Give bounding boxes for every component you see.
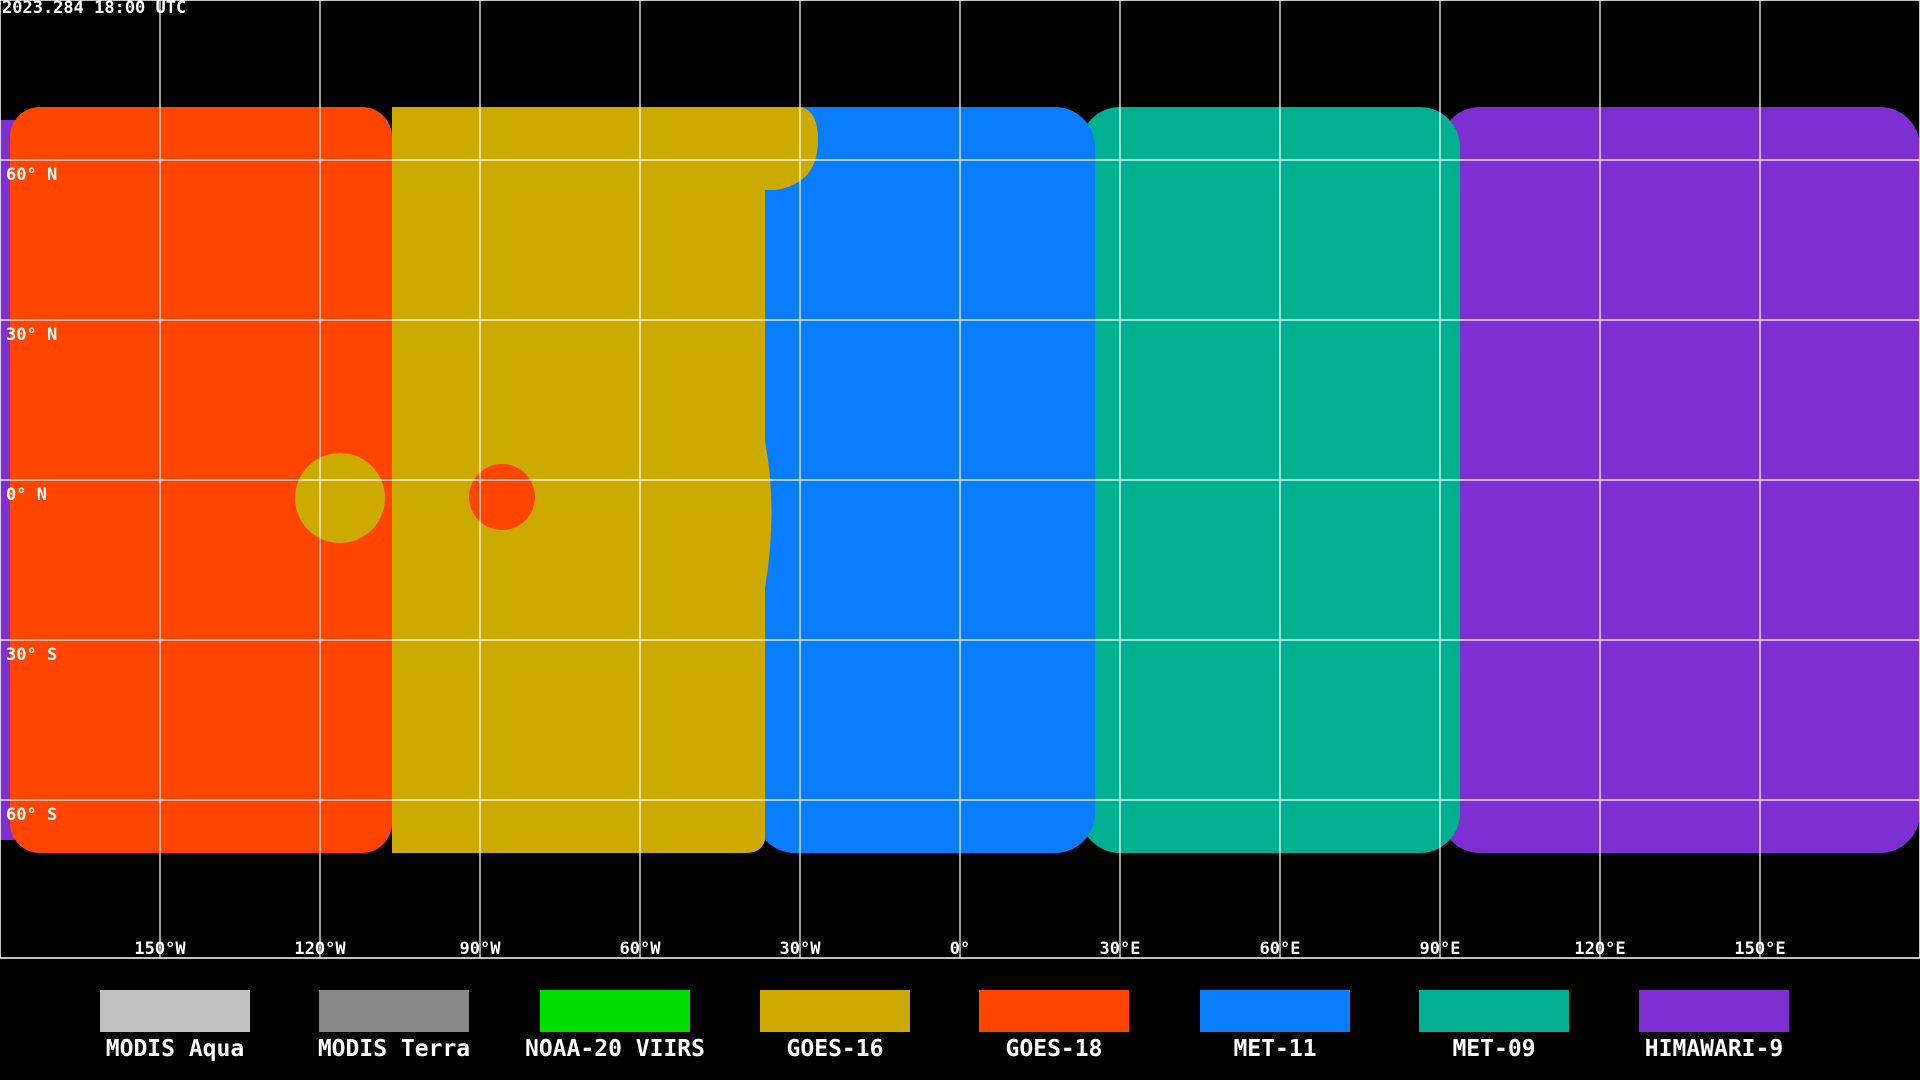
legend-label: MODIS Aqua bbox=[106, 1036, 244, 1062]
legend-label: GOES-18 bbox=[1006, 1036, 1103, 1062]
lon-label: 120°E bbox=[1574, 939, 1625, 959]
lon-label: 150°E bbox=[1734, 939, 1785, 959]
lon-label: 60°W bbox=[620, 939, 662, 959]
lon-label: 90°E bbox=[1420, 939, 1461, 959]
legend-swatch bbox=[100, 990, 250, 1032]
legend-label: MET-11 bbox=[1233, 1036, 1316, 1062]
lon-label: 120°W bbox=[294, 939, 346, 959]
goes16-spot bbox=[295, 453, 385, 543]
legend-swatch bbox=[1419, 990, 1569, 1032]
legend-swatch bbox=[979, 990, 1129, 1032]
legend-swatch bbox=[760, 990, 910, 1032]
legend-label: GOES-16 bbox=[787, 1036, 884, 1062]
legend-label: HIMAWARI-9 bbox=[1645, 1036, 1783, 1062]
lon-label: 30°E bbox=[1100, 939, 1141, 959]
lon-label: 90°W bbox=[460, 939, 502, 959]
lat-label: 30° N bbox=[6, 325, 57, 345]
legend-swatch bbox=[540, 990, 690, 1032]
lat-label: 0° N bbox=[6, 485, 47, 505]
legend-label: NOAA-20 VIIRS bbox=[525, 1036, 705, 1062]
legend: MODIS Aqua MODIS Terra NOAA-20 VIIRS GOES-1… bbox=[100, 990, 1789, 1062]
goes18-spot bbox=[469, 464, 535, 530]
lat-label: 60° S bbox=[6, 805, 57, 825]
lat-label: 30° S bbox=[6, 645, 57, 665]
legend-label: MODIS Terra bbox=[318, 1036, 470, 1062]
map-border bbox=[0, 0, 1920, 959]
legend-swatch bbox=[319, 990, 469, 1032]
lon-label: 30°W bbox=[780, 939, 822, 959]
lon-label: 150°W bbox=[134, 939, 186, 959]
legend-swatch bbox=[1200, 990, 1350, 1032]
lon-label: 0° bbox=[950, 939, 970, 959]
timestamp: 2023.284 18:00 UTC bbox=[2, 0, 186, 18]
legend-swatch bbox=[1639, 990, 1789, 1032]
graticule: 60° N 30° N 0° N 30° S 60° S 150°W 120°W 90°W 60… bbox=[0, 0, 1920, 959]
legend-label: MET-09 bbox=[1452, 1036, 1535, 1062]
lat-label: 60° N bbox=[6, 165, 57, 185]
lon-label: 60°E bbox=[1260, 939, 1301, 959]
